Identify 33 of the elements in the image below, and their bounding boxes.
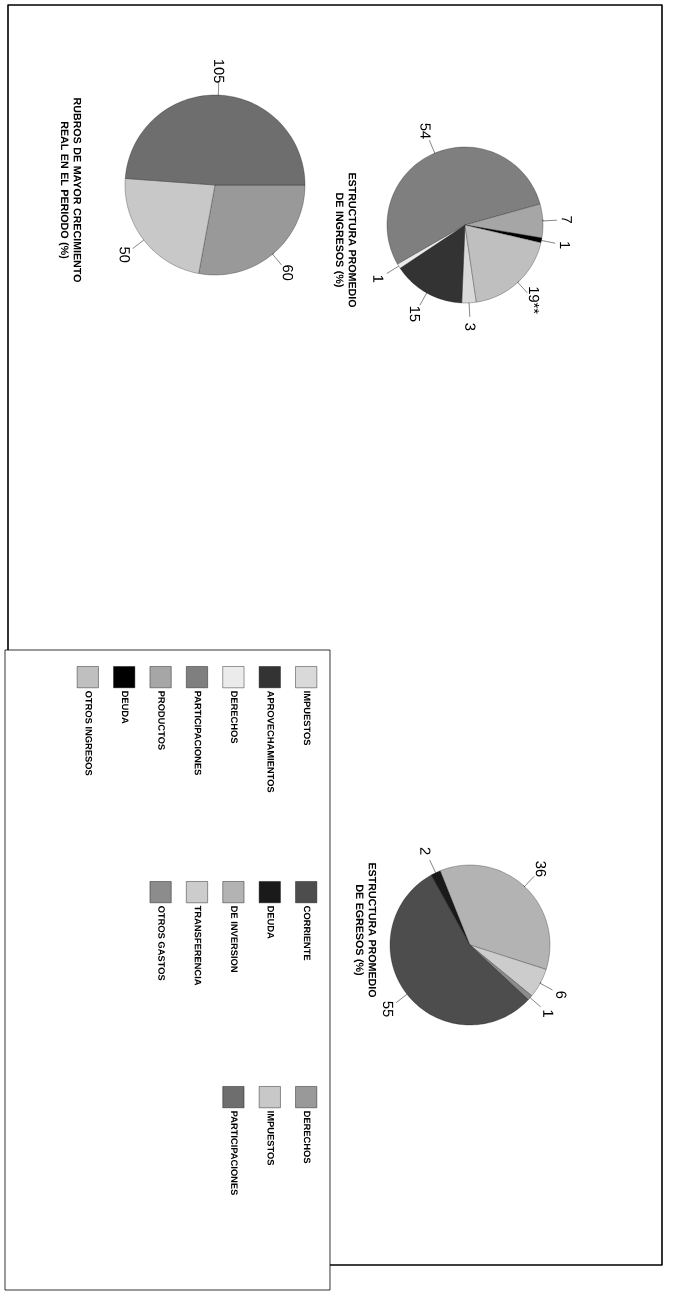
legend-label: DE INVERSION: [231, 906, 238, 972]
text: RUBROS DE MAYOR CRECIMIENTO REAL EN EL PERIODO (%): [58, 98, 82, 283]
legend-label: DEUDA: [121, 691, 129, 724]
data-label: 1: [373, 275, 384, 283]
data-label: 3: [465, 323, 476, 331]
data-label: 36: [535, 861, 547, 877]
legend-label: PARTICIPACIONES: [231, 1111, 238, 1195]
legend-label: DERECHOS: [231, 691, 238, 744]
data-label: 50: [119, 247, 130, 263]
data-label: 2: [420, 847, 431, 855]
data-label: 15: [409, 306, 421, 322]
data-label: 1: [543, 1010, 554, 1017]
data-label: 7: [561, 216, 572, 224]
legend-label: IMPUESTOS: [267, 1111, 275, 1166]
text: ESTRUCTURA PROMEDIO DE INGRESOS (%): [333, 173, 357, 308]
data-label: 1: [559, 242, 571, 249]
legend-label: TRANSFERENCIA: [194, 905, 202, 986]
data-label: 105: [213, 59, 225, 83]
data-label: 6: [556, 991, 567, 999]
legend-label: APROVECHAMIENTOS: [267, 690, 275, 793]
legend-label: IMPUESTOS: [303, 691, 311, 746]
legend-label: PRODUCTOS: [158, 691, 165, 750]
text: ESTRUCTURA PROMEDIO DE EGRESOS (%): [353, 863, 377, 998]
legend-label: OTROS INGRESOS: [85, 691, 93, 776]
data-label: 19**: [528, 287, 540, 314]
data-label: 55: [382, 1001, 394, 1017]
legend-label: CORRIENTE: [303, 906, 311, 961]
legend-label: OTROS GASTOS: [158, 906, 165, 981]
legend-label: DERECHOS: [303, 1111, 311, 1164]
data-label: 54: [420, 123, 431, 139]
legend-label: PARTICIPACIONES: [194, 691, 202, 776]
legend-label: DEUDA: [267, 906, 274, 939]
data-label: 60: [282, 265, 294, 281]
